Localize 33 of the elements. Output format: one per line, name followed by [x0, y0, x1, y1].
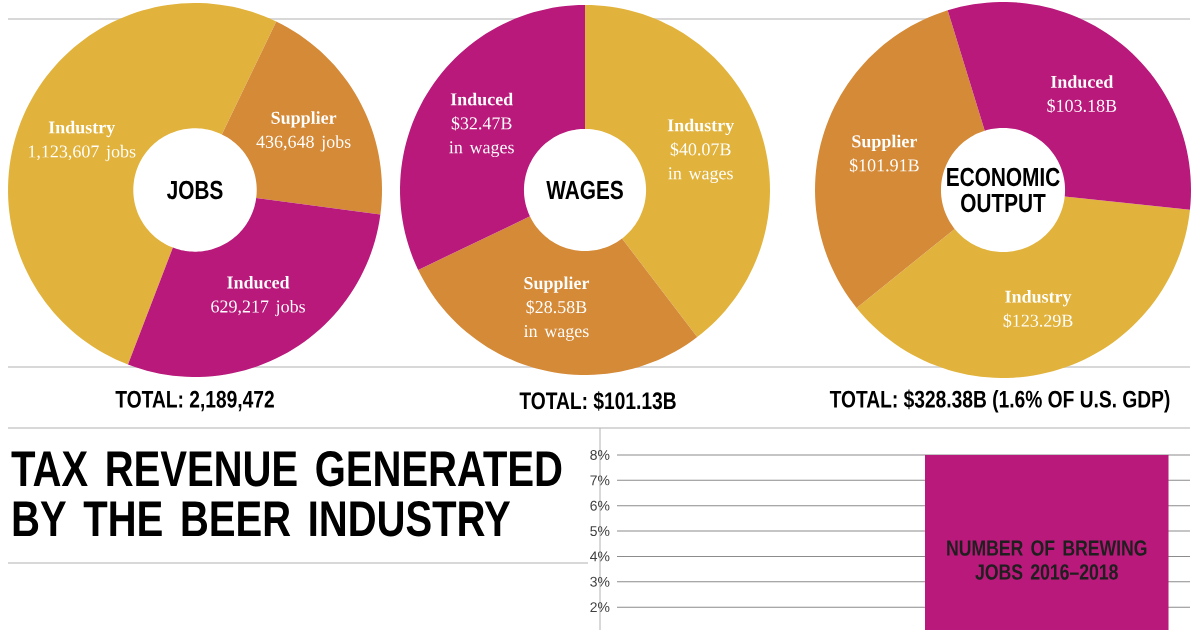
data-label: $32.47B in wages: [449, 116, 514, 158]
data-label: $28.58B in wages: [523, 299, 589, 341]
data-label: $40.07B in wages: [668, 142, 733, 184]
text: ECONOMIC OUTPUT: [947, 167, 1060, 213]
y-tick-label: 7%: [590, 475, 610, 486]
y-tick-label: 2%: [590, 602, 610, 613]
slice-label: Supplier: [271, 111, 337, 128]
data-label: $103.18B: [1047, 98, 1117, 114]
data-label: 1,123,607 jobs: [28, 144, 136, 162]
y-tick-label: 8%: [590, 450, 610, 460]
slice-label: Induced: [450, 92, 513, 106]
text: TOTAL: 2,189,472: [115, 390, 274, 412]
slice-label: Induced: [227, 275, 290, 289]
data-label: $123.29B: [1003, 313, 1073, 328]
text: TOTAL: $328.38B (1.6% OF U.S. GDP): [829, 389, 1170, 413]
data-label: 436,648 jobs: [256, 135, 351, 152]
slice-label: Industry: [48, 120, 116, 138]
slice-label: Supplier: [852, 134, 917, 152]
slice-label: Induced: [1050, 75, 1114, 88]
slice-label: Industry: [667, 118, 734, 136]
y-tick-label: 5%: [590, 526, 610, 536]
x-tick-label: NUMBER OF BREWING JOBS 2016–2018: [947, 540, 1147, 580]
y-tick-label: 3%: [590, 576, 610, 587]
text: JOBS: [167, 180, 223, 200]
y-tick-label: 6%: [590, 500, 610, 511]
text: TAX REVENUE GENERATED BY THE BEER INDUSTRY: [11, 451, 562, 537]
slice-label: Supplier: [524, 276, 590, 293]
data-label: 629,217 jobs: [211, 299, 306, 317]
data-label: $101.91B: [849, 158, 919, 173]
text: WAGES: [546, 180, 623, 200]
slice-label: Industry: [1005, 290, 1072, 307]
y-tick-label: 4%: [590, 551, 610, 562]
text: TOTAL: $101.13B: [519, 391, 676, 411]
